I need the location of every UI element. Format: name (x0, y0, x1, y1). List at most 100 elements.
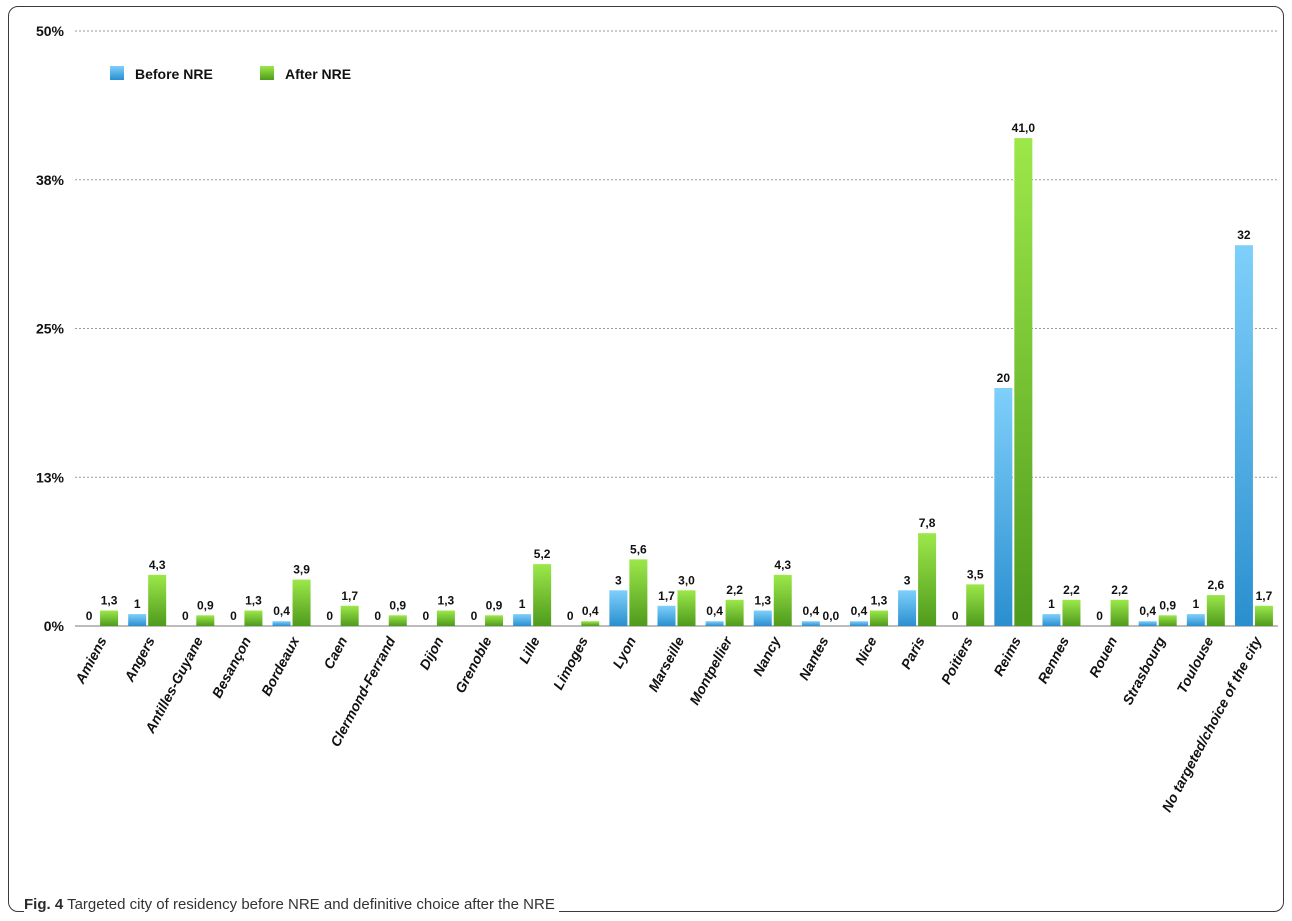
y-tick-label: 25% (36, 321, 65, 337)
bars (100, 138, 1273, 626)
bar-before-nre (705, 621, 724, 626)
data-labels: 0 1,3 1 4,3 0 0,9 0 1,3 0,4 3,9 0 1,7 0 0,9 0 1,3 0 0,9 1 5… (86, 121, 1273, 623)
bar-before-nre (272, 621, 291, 626)
bar-after-nre (244, 610, 263, 626)
data-label: 7,8 (919, 516, 936, 530)
data-label: 5,2 (534, 547, 551, 561)
data-label: 2,2 (726, 583, 743, 597)
y-tick-label: 13% (36, 469, 65, 485)
data-label: 0,9 (389, 598, 406, 612)
bar-after-nre (292, 579, 311, 626)
data-label: 3,0 (678, 573, 695, 587)
data-label: 1,3 (754, 594, 771, 608)
data-label: 4,3 (149, 558, 166, 572)
data-label: 1,7 (1256, 589, 1273, 603)
bar-before-nre (513, 614, 532, 626)
y-tick-label: 50% (36, 23, 65, 39)
bar-before-nre (849, 621, 868, 626)
data-label: 0 (952, 609, 959, 623)
x-tick-label: Amiens (71, 634, 109, 687)
data-label: 5,6 (630, 542, 647, 556)
data-label: 0 (1096, 609, 1103, 623)
bar-after-nre (533, 564, 552, 626)
bar-before-nre (1138, 621, 1157, 626)
bar-after-nre (1110, 599, 1129, 626)
x-tick-label: Toulouse (1173, 634, 1216, 696)
data-label: 32 (1237, 228, 1251, 242)
x-tick-label: Angers (121, 634, 158, 685)
data-label: 1 (134, 597, 141, 611)
data-label: 3 (904, 573, 911, 587)
x-tick-label: Lille (516, 634, 543, 666)
x-tick-label: Marseille (645, 634, 687, 695)
bar-after-nre (1206, 595, 1225, 626)
x-tick-label: Bordeaux (258, 633, 303, 699)
x-tick-label: Grenoble (452, 634, 495, 696)
data-label: 3,9 (293, 563, 310, 577)
data-label: 4,3 (774, 558, 791, 572)
caption-text: Targeted city of residency before NRE an… (63, 896, 555, 913)
data-label: 0,4 (273, 604, 290, 618)
data-label: 0 (86, 609, 93, 623)
caption-label: Fig. 4 (24, 896, 64, 913)
data-label: 1 (1048, 597, 1055, 611)
data-label: 0 (182, 609, 189, 623)
bar-before-nre (1042, 614, 1061, 626)
bar-after-nre (340, 605, 359, 626)
data-label: 0,9 (1159, 598, 1176, 612)
bar-before-nre (657, 605, 676, 626)
bar-before-nre (1234, 245, 1253, 626)
y-tick-label: 38% (36, 172, 65, 188)
data-label: 41,0 (1012, 121, 1036, 135)
legend-label: Before NRE (135, 66, 213, 82)
x-tick-label: Limoges (550, 634, 591, 693)
x-tick-label: Nantes (795, 634, 831, 683)
bar-after-nre (1014, 138, 1033, 626)
data-label: 20 (997, 371, 1011, 385)
legend: Before NRE After NRE (110, 66, 351, 82)
data-label: 0,4 (1139, 604, 1156, 618)
data-label: 0 (374, 609, 381, 623)
data-label: 0,4 (582, 604, 599, 618)
data-label: 1 (1192, 597, 1199, 611)
gridlines (75, 30, 1278, 627)
bar-after-nre (629, 559, 648, 626)
data-label: 0 (326, 609, 333, 623)
data-label: 3,5 (967, 567, 984, 581)
data-label: 0 (567, 609, 574, 623)
data-label: 0,4 (803, 604, 820, 618)
bar-after-nre (677, 590, 696, 626)
data-label: 0,0 (823, 609, 840, 623)
bar-after-nre (918, 533, 937, 626)
bar-before-nre (753, 610, 772, 626)
data-label: 0 (230, 609, 237, 623)
legend-label: After NRE (285, 66, 351, 82)
bar-after-nre (1062, 599, 1081, 626)
bar-after-nre (196, 615, 215, 626)
x-tick-label: Strasbourg (1119, 634, 1168, 708)
figure-frame (8, 6, 1284, 912)
bar-after-nre (1158, 615, 1177, 626)
x-tick-label: Paris (898, 634, 928, 672)
bar-before-nre (1186, 614, 1205, 626)
data-label: 1,3 (871, 594, 888, 608)
bar-before-nre (609, 590, 628, 626)
data-label: 2,2 (1063, 583, 1080, 597)
bar-after-nre (725, 599, 744, 626)
data-label: 1,3 (245, 594, 262, 608)
y-axis-ticks: 0% 13% 25% 38% 50% (36, 23, 65, 634)
data-label: 0 (423, 609, 430, 623)
bar-before-nre (801, 621, 820, 626)
data-label: 0,9 (486, 598, 503, 612)
x-tick-label: Rennes (1034, 634, 1072, 686)
x-tick-label: Nancy (750, 633, 784, 679)
x-tick-label: Rouen (1086, 634, 1121, 680)
data-label: 1 (519, 597, 526, 611)
y-tick-label: 0% (44, 618, 65, 634)
bar-after-nre (966, 584, 985, 626)
data-label: 2,6 (1207, 578, 1224, 592)
x-tick-label: Poitiers (938, 634, 976, 687)
data-label: 1,3 (101, 594, 118, 608)
bar-after-nre (388, 615, 407, 626)
